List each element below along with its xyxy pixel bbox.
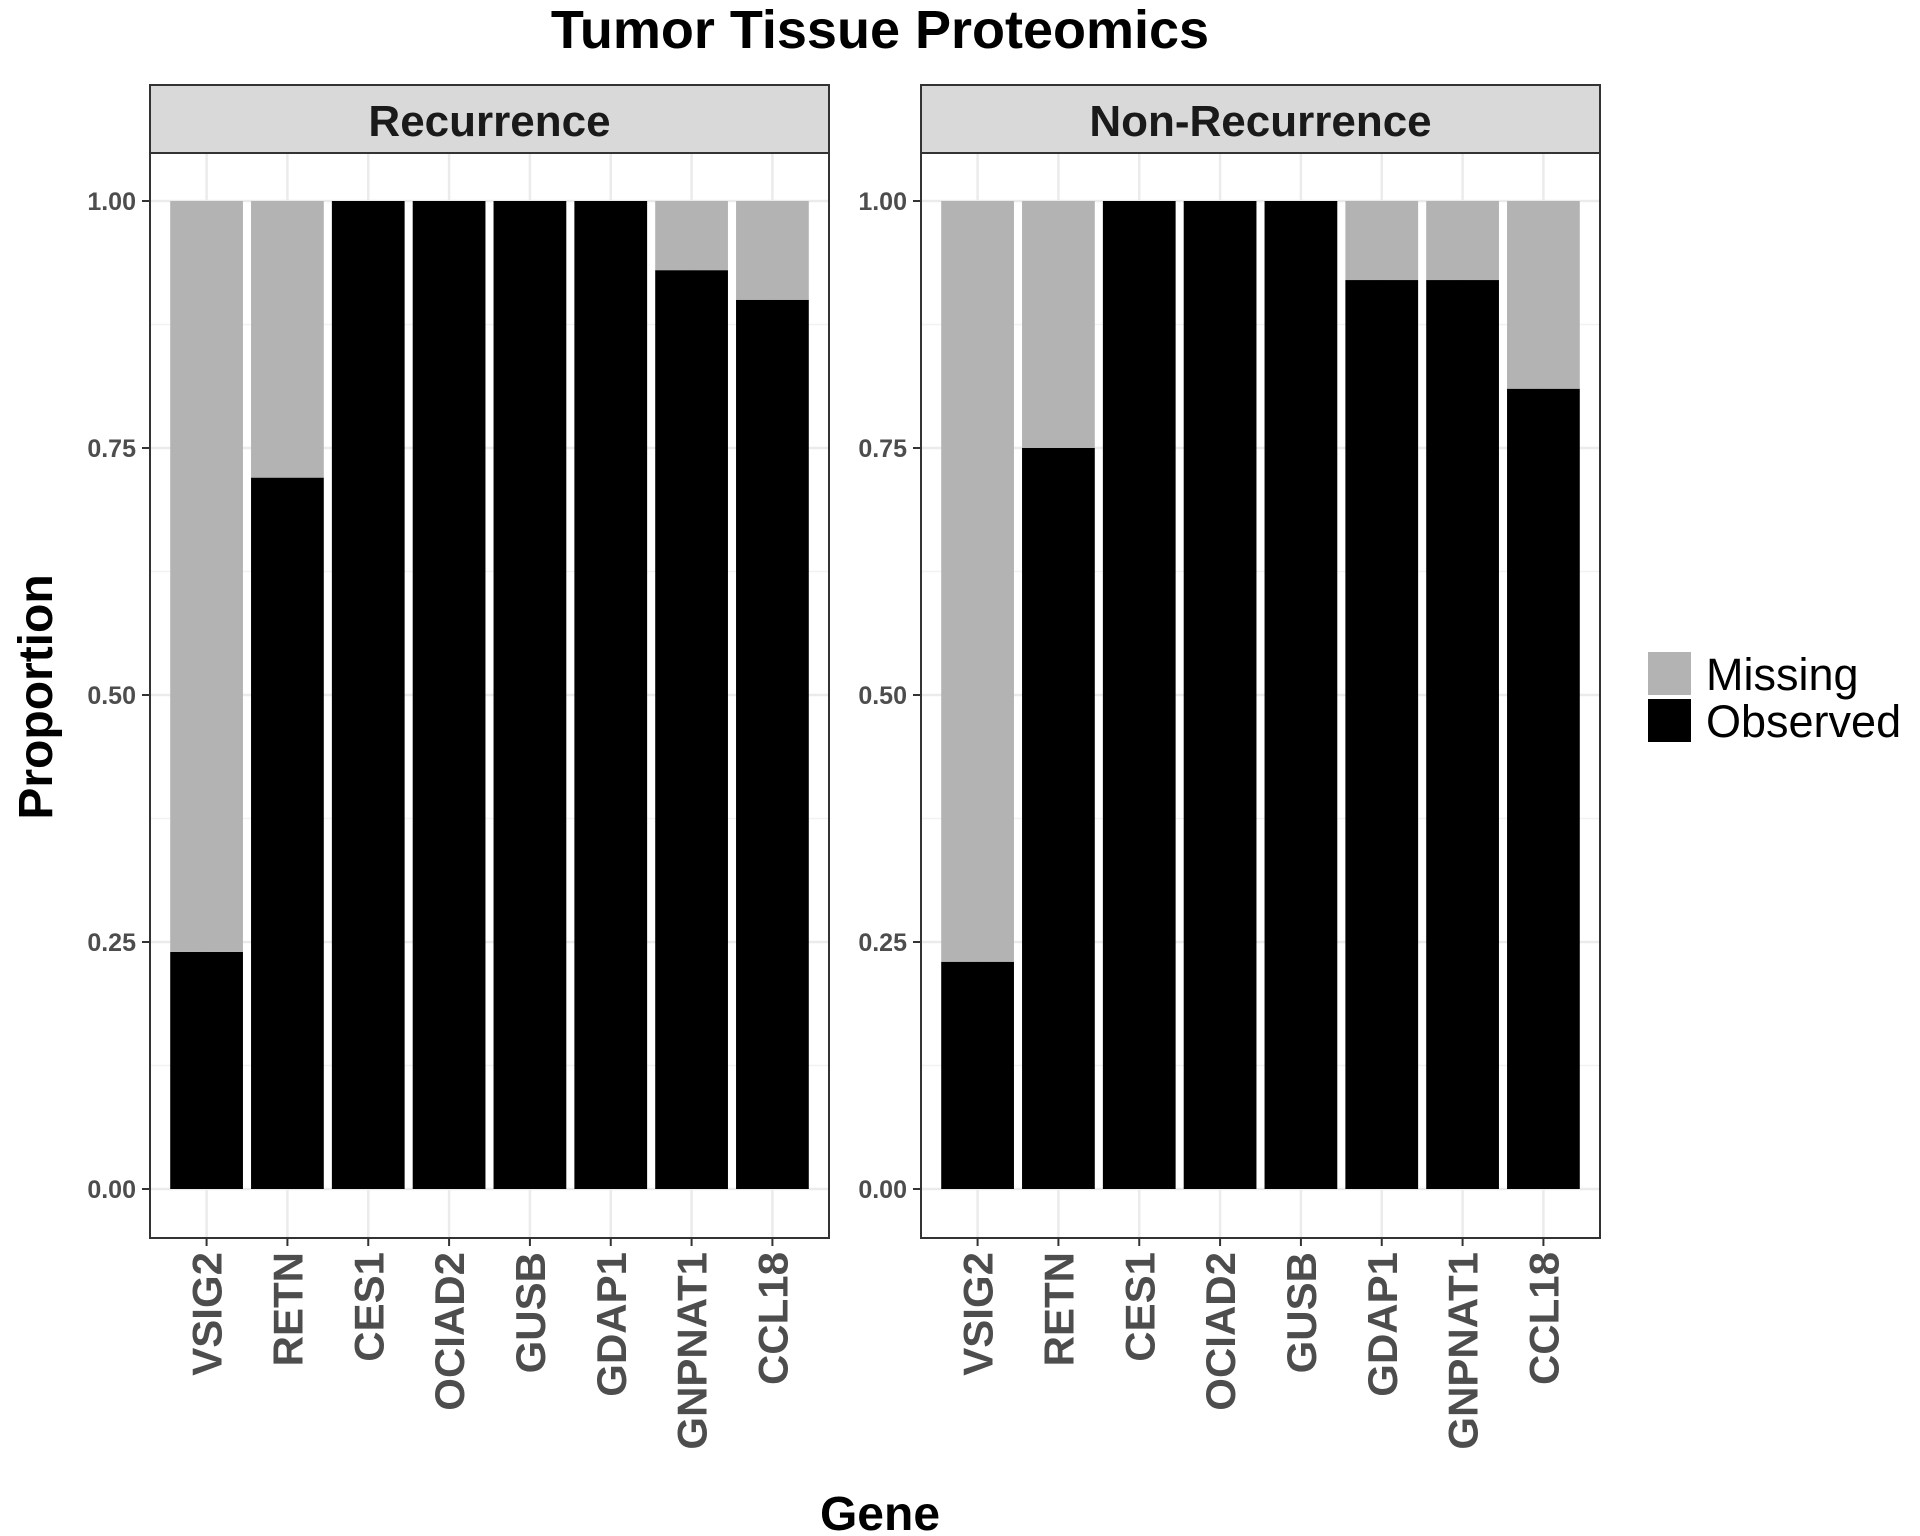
- y-tick-label: 1.00: [87, 188, 136, 216]
- bar-observed-recurrence-vsig2: [170, 951, 243, 1189]
- bar-missing-recurrence-retn: [251, 201, 324, 478]
- bar-observed-non-recurrence-gdap1: [1345, 280, 1419, 1189]
- facet-strip-label-recurrence: Recurrence: [368, 97, 610, 146]
- y-tick-label: 0.75: [858, 435, 907, 463]
- legend-swatch-observed: [1648, 699, 1691, 742]
- facet-strip-label-non-recurrence: Non-Recurrence: [1089, 97, 1431, 146]
- bar-observed-recurrence-gusb: [493, 201, 567, 1189]
- bar-observed-non-recurrence-vsig2: [941, 961, 1014, 1189]
- bar-observed-recurrence-retn: [251, 477, 324, 1189]
- facet-strip-non-recurrence: [920, 84, 1601, 154]
- bar-observed-recurrence-gdap1: [574, 201, 648, 1189]
- bar-observed-recurrence-gnpnat1: [655, 270, 728, 1189]
- bar-observed-recurrence-ces1: [331, 201, 405, 1189]
- y-tick-label: 0.25: [87, 929, 136, 957]
- y-tick-label: 0.50: [87, 682, 136, 710]
- x-tick-label-vsig2: VSIG2: [184, 1252, 231, 1376]
- y-tick-label: 0.50: [858, 682, 907, 710]
- bar-observed-non-recurrence-ociad2: [1183, 201, 1257, 1189]
- facet-strip-recurrence: [149, 84, 830, 154]
- bar-observed-non-recurrence-gnpnat1: [1426, 280, 1499, 1189]
- legend-label-observed: Observed: [1706, 696, 1901, 747]
- legend-swatch-missing: [1648, 652, 1691, 695]
- x-tick-label-ociad2: OCIAD2: [1197, 1252, 1244, 1411]
- y-tick-label: 0.75: [87, 435, 136, 463]
- facet-panel-recurrence: Recurrence 0.00 0.25 0.50 0.75 1.00 VSIG2 RETN C…: [87, 84, 830, 1450]
- bar-observed-non-recurrence-ccl18: [1507, 388, 1580, 1190]
- y-tick-label: 0.25: [858, 929, 907, 957]
- bar-observed-non-recurrence-gusb: [1264, 201, 1338, 1189]
- bar-missing-recurrence-vsig2: [170, 201, 243, 952]
- y-tick-label: 0.00: [858, 1176, 907, 1204]
- x-tick-label-gusb: GUSB: [507, 1252, 554, 1373]
- x-tick-label-gnpnat1: GNPNAT1: [1440, 1252, 1487, 1450]
- bar-observed-recurrence-ociad2: [412, 201, 486, 1189]
- bar-missing-non-recurrence-retn: [1022, 201, 1095, 448]
- x-tick-label-ccl18: CCL18: [1520, 1252, 1567, 1385]
- x-tick-label-gdap1: GDAP1: [1359, 1252, 1406, 1397]
- chart-title: Tumor Tissue Proteomics: [551, 0, 1209, 60]
- bar-observed-non-recurrence-retn: [1022, 448, 1095, 1189]
- bar-observed-non-recurrence-ces1: [1102, 201, 1176, 1189]
- x-tick-label-gnpnat1: GNPNAT1: [669, 1252, 716, 1450]
- x-axis-title: Gene: [820, 1488, 940, 1536]
- x-tick-label-ccl18: CCL18: [749, 1252, 796, 1385]
- y-tick-label: 1.00: [858, 188, 907, 216]
- x-tick-label-gusb: GUSB: [1278, 1252, 1325, 1373]
- bar-missing-non-recurrence-gnpnat1: [1426, 201, 1499, 281]
- x-tick-label-retn: RETN: [1035, 1252, 1082, 1366]
- x-tick-label-retn: RETN: [264, 1252, 311, 1366]
- x-tick-label-ces1: CES1: [1116, 1252, 1163, 1362]
- x-tick-label-ociad2: OCIAD2: [426, 1252, 473, 1411]
- bar-missing-non-recurrence-ccl18: [1507, 201, 1580, 389]
- legend-label-missing: Missing: [1706, 649, 1859, 700]
- bar-missing-non-recurrence-gdap1: [1345, 201, 1419, 281]
- x-tick-label-gdap1: GDAP1: [588, 1252, 635, 1397]
- x-tick-label-vsig2: VSIG2: [955, 1252, 1002, 1376]
- bar-missing-recurrence-ccl18: [736, 201, 809, 300]
- y-tick-label: 0.00: [87, 1176, 136, 1204]
- x-tick-label-ces1: CES1: [345, 1252, 392, 1362]
- y-axis-title: Proportion: [10, 574, 63, 819]
- bar-missing-non-recurrence-vsig2: [941, 201, 1014, 962]
- facet-panel-non-recurrence: Non-Recurrence 0.00 0.25 0.50 0.75 1.00 VSIG2 R…: [858, 84, 1601, 1450]
- legend: Missing Observed: [1648, 649, 1901, 747]
- bar-missing-recurrence-gnpnat1: [655, 201, 728, 271]
- bar-observed-recurrence-ccl18: [736, 299, 809, 1189]
